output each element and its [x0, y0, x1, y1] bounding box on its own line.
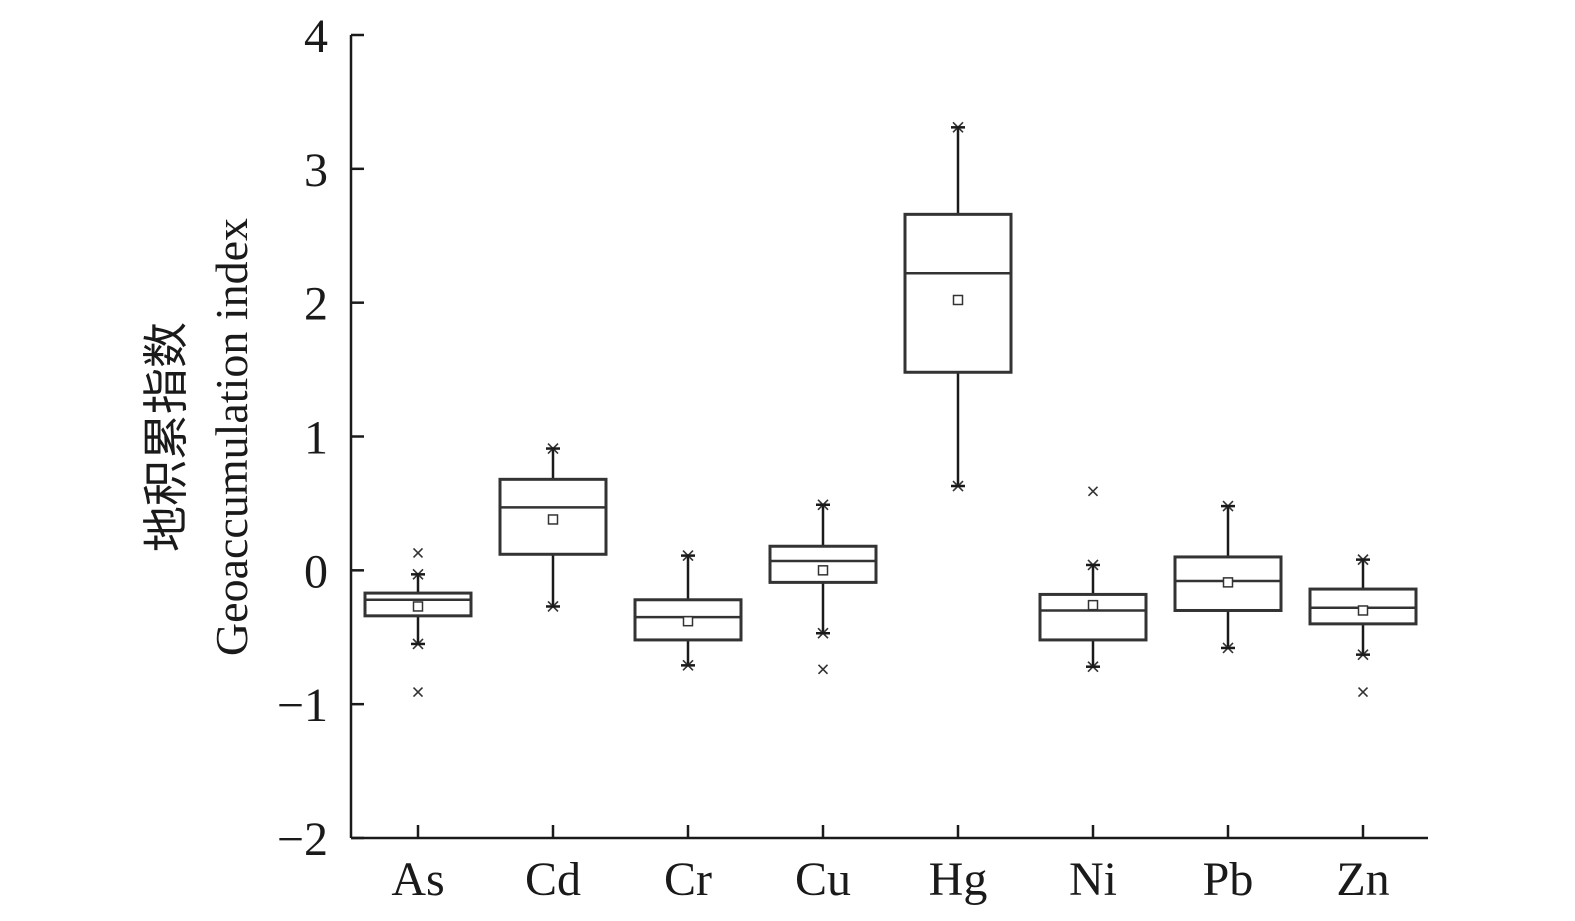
y-tick-label: −2: [277, 813, 328, 866]
cr-mean-marker: [682, 615, 694, 627]
zn-outlier: [1357, 687, 1369, 698]
ni-outlier: [1087, 486, 1099, 497]
x-tick-label-pb: Pb: [1203, 853, 1254, 906]
hg-box: [903, 212, 1013, 374]
as-outlier: [412, 687, 424, 698]
x-tick-label-ni: Ni: [1069, 853, 1117, 906]
x-tick-label-as: As: [391, 853, 444, 906]
x-tick-label-cd: Cd: [525, 853, 581, 906]
zn-mean-marker: [1357, 605, 1369, 616]
y-axis-title-zh: 地积累指数: [141, 322, 192, 552]
y-axis-title: 地积累指数 Geoaccumulation index: [141, 218, 257, 656]
y-axis-title-en: Geoaccumulation index: [206, 218, 257, 656]
y-tick-label: 3: [304, 144, 328, 197]
y-tick-label: 4: [304, 10, 328, 63]
y-tick-label: 2: [304, 278, 328, 331]
cr-box: [633, 598, 743, 642]
hg-mean-marker: [952, 294, 964, 306]
ni-mean-marker: [1087, 599, 1099, 611]
x-tick-label-cu: Cu: [795, 853, 851, 906]
cu-box: [768, 544, 878, 584]
as-mean-marker: [412, 601, 424, 612]
pb-mean-marker: [1222, 577, 1234, 588]
x-tick-label-cr: Cr: [664, 853, 712, 906]
cu-outlier: [817, 664, 829, 675]
as-outlier: [412, 547, 424, 559]
y-tick-label: 0: [304, 545, 328, 598]
x-tick-label-zn: Zn: [1336, 853, 1389, 906]
cd-mean-marker: [547, 514, 559, 525]
plot-area: −2 −1 0 1 2 3 4 As Cd Cr Cu Hg Ni Pb Zn: [277, 10, 1428, 906]
cd-box: [498, 477, 608, 556]
y-tick-label: 1: [304, 412, 328, 465]
zn-box: [1308, 587, 1418, 626]
y-tick-label: −1: [277, 679, 328, 732]
cu-mean-marker: [817, 565, 829, 576]
x-tick-label-hg: Hg: [929, 853, 988, 906]
